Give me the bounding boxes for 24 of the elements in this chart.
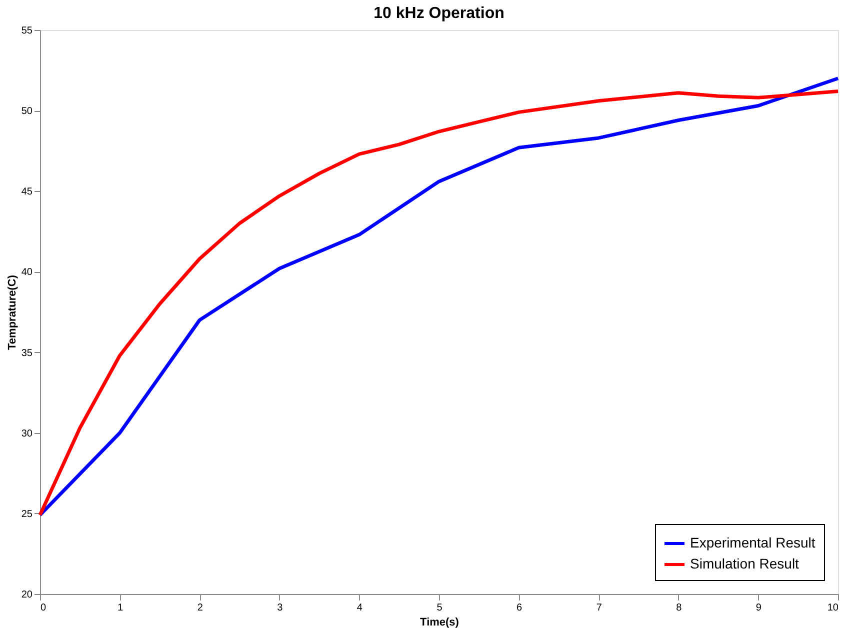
legend-label: Experimental Result xyxy=(690,534,816,550)
x-tick-label: 0 xyxy=(40,602,46,614)
x-tick-label: 1 xyxy=(118,602,124,614)
x-tick-label: 8 xyxy=(676,602,682,614)
x-tick-label: 4 xyxy=(356,602,363,614)
chart-title: 10 kHz Operation xyxy=(374,5,504,22)
y-tick-label: 35 xyxy=(21,348,33,359)
y-axis-title: Temprature(C) xyxy=(6,274,18,350)
x-axis-title: Time(s) xyxy=(420,616,460,628)
x-tick-label: 7 xyxy=(596,602,602,614)
y-tick-label: 25 xyxy=(21,508,33,520)
y-tick-label: 50 xyxy=(21,106,33,118)
legend-label: Simulation Result xyxy=(690,556,800,572)
x-tick-label: 10 xyxy=(827,602,839,614)
x-tick-label: 3 xyxy=(277,602,284,614)
x-tick-label: 2 xyxy=(197,602,204,614)
y-tick-label: 40 xyxy=(21,267,33,278)
y-tick-label: 30 xyxy=(21,428,33,440)
x-tick-label: 6 xyxy=(516,602,523,614)
y-tick-label: 45 xyxy=(21,186,33,198)
x-tick-label: 5 xyxy=(436,602,443,614)
y-tick-label: 20 xyxy=(21,590,33,600)
y-tick-label: 55 xyxy=(21,26,33,36)
x-tick-label: 9 xyxy=(756,602,762,614)
